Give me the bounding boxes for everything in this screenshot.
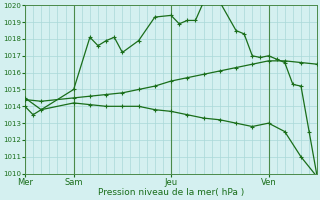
X-axis label: Pression niveau de la mer( hPa ): Pression niveau de la mer( hPa ) [98, 188, 244, 197]
